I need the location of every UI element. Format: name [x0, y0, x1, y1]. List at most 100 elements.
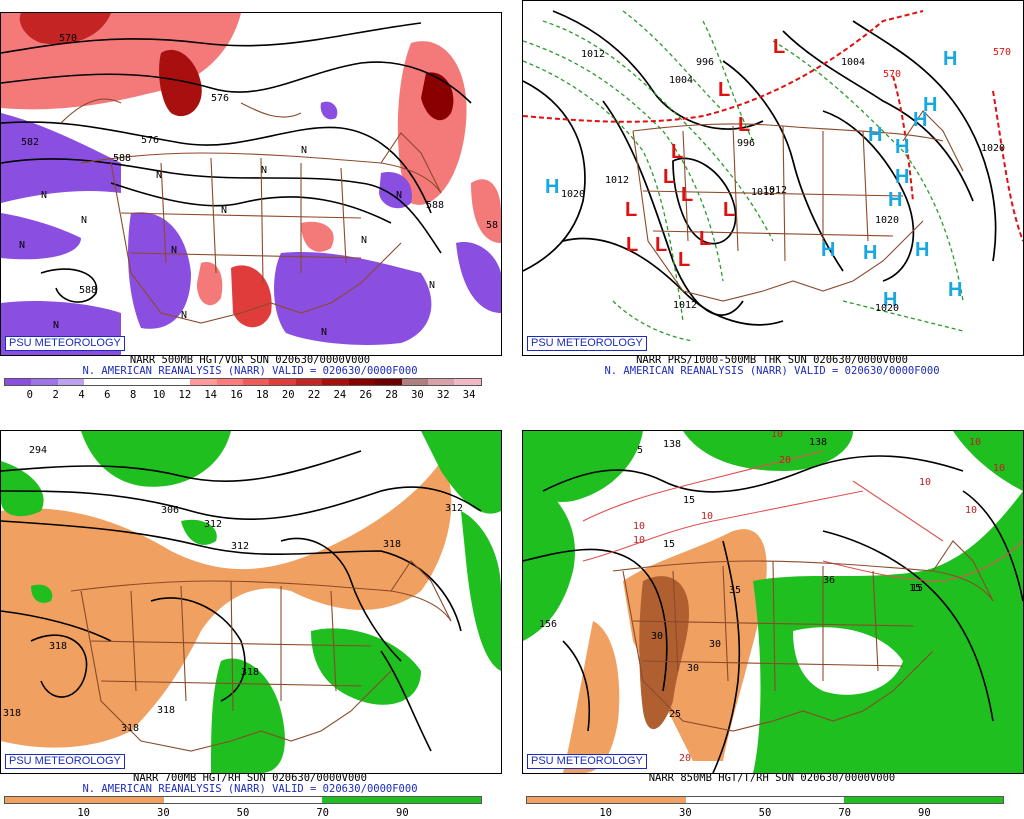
thickness-lines	[523, 10, 964, 342]
contour-label: 318	[49, 641, 67, 652]
min-marker: N	[19, 240, 25, 251]
colorbar-label: 34	[462, 389, 476, 401]
temp-label: 10	[965, 505, 977, 516]
panel-850mb-temp-rh: 138 138 5 10 10 15 15 10 10 20 35 30 30 …	[522, 430, 1024, 819]
isobar-label: 1012	[751, 187, 775, 198]
min-marker: N	[321, 327, 327, 338]
contour-label: 36	[823, 575, 835, 586]
high-pressure-marker: H	[863, 242, 877, 264]
colorbar-label: 90	[396, 807, 409, 819]
panel-pressure-thickness: L L L L L L L L L L L L H H H H H H H H	[522, 0, 1024, 380]
colorbar-label: 18	[256, 389, 269, 401]
thickness-label: 570	[993, 47, 1011, 58]
moist-air-area	[31, 584, 53, 603]
colorbar-swatch	[84, 797, 164, 803]
contour-label: 294	[29, 445, 47, 456]
dry-air-area	[1, 461, 452, 748]
low-pressure-marker: L	[681, 184, 693, 206]
political-borders	[70, 560, 452, 752]
vort-min-area	[274, 252, 432, 345]
temp-label: 20	[779, 455, 791, 466]
min-marker: N	[181, 310, 187, 321]
contour-label: 318	[383, 539, 401, 550]
panel-title: NARR 850MB HGT/T/RH SUN 020630/0000V000	[648, 772, 896, 784]
min-marker: N	[361, 235, 367, 246]
temp-label: 30	[687, 663, 699, 674]
contour-label: 318	[241, 667, 259, 678]
isobar-label: 1004	[669, 75, 693, 86]
min-marker: N	[301, 145, 307, 156]
vort-max-core	[159, 49, 202, 117]
contour-label: 312	[204, 519, 222, 530]
vort-min-area	[379, 172, 412, 209]
colorbar-swatch	[163, 379, 191, 385]
temp-label: 10	[701, 511, 713, 522]
colorbar-label: 8	[130, 389, 137, 401]
colorbar-swatch	[31, 379, 58, 385]
low-pressure-marker: L	[655, 234, 667, 256]
temp-label: 25	[669, 709, 681, 720]
isobar-label: 1012	[673, 300, 697, 311]
contour-label: 156	[539, 619, 557, 630]
min-marker: N	[171, 245, 177, 256]
moist-air-area	[1, 461, 44, 517]
vort-min-area	[456, 242, 501, 313]
colorbar-label: 0	[26, 389, 33, 401]
temp-label: 15	[663, 539, 675, 550]
colorbar-label: 32	[436, 389, 450, 401]
colorbar-labels: 10 30 50 70 90	[4, 807, 482, 819]
contour-label: 588	[426, 200, 444, 211]
psu-logo: PSU METEOROLOGY	[5, 754, 125, 769]
moist-air-area	[753, 491, 1023, 773]
vort-max-area	[397, 41, 467, 205]
low-pressure-marker: L	[723, 199, 735, 221]
low-pressure-marker: L	[699, 228, 711, 250]
dry-pocket	[793, 627, 903, 695]
panel-subtitle: N. AMERICAN REANALYSIS (NARR) VALID = 02…	[82, 365, 418, 377]
colorbar-label: 6	[104, 389, 111, 401]
thickness-label: 570	[883, 69, 901, 80]
contour-labels: 570 576 582 588 588 576 588 N N N N N N …	[19, 33, 498, 338]
contour-label: 576	[211, 93, 229, 104]
colorbar-label: 50	[236, 807, 250, 819]
colorbar-label: 50	[758, 807, 772, 819]
colorbar-labels: 10 30 50 70 90	[526, 807, 1004, 819]
map-700mb: 294 306 312 312 318 318 318 318 318 318 …	[0, 430, 502, 774]
colorbar-swatch	[401, 797, 481, 803]
panel-700mb-rh: 294 306 312 312 318 318 318 318 318 318 …	[0, 430, 502, 819]
colorbar-swatch	[137, 379, 164, 385]
colorbar-swatch	[242, 379, 270, 385]
isobar-label: 1020	[981, 143, 1005, 154]
moist-air-area	[523, 431, 643, 502]
colorbar-swatch	[110, 379, 138, 385]
high-pressure-marker: H	[948, 279, 962, 301]
temp-label: 10	[919, 477, 931, 488]
contour-label: 312	[231, 541, 249, 552]
contour-label: 576	[141, 135, 159, 146]
colorbar-swatch	[322, 379, 349, 385]
colorbar-label: 16	[230, 389, 243, 401]
colorbar-swatch	[269, 379, 296, 385]
moist-air-area	[181, 519, 217, 545]
colorbar-swatch	[923, 797, 1003, 803]
vorticity-colorbar	[4, 378, 482, 386]
isobar-label: 1004	[841, 57, 865, 68]
colorbar-swatch	[606, 797, 686, 803]
psu-logo: PSU METEOROLOGY	[5, 336, 125, 351]
colorbar-swatch	[57, 379, 85, 385]
low-pressure-marker: L	[678, 249, 690, 271]
temp-label: 15	[911, 583, 923, 594]
panel-subtitle: N. AMERICAN REANALYSIS (NARR) VALID = 02…	[82, 783, 418, 795]
political-borders	[612, 540, 994, 732]
high-pressure-marker: H	[888, 189, 902, 211]
colorbar-label: 14	[204, 389, 218, 401]
height-contours	[1, 450, 482, 752]
min-marker: N	[261, 165, 267, 176]
colorbar-swatch	[685, 797, 765, 803]
temp-label: 30	[709, 639, 721, 650]
contour-labels: 294 306 312 312 318 318 318 318 318 318 …	[3, 445, 463, 734]
colorbar-swatch	[5, 379, 32, 385]
high-pressure-marker: H	[895, 166, 909, 188]
colorbar-swatch	[295, 379, 323, 385]
temp-label: 10	[969, 437, 981, 448]
